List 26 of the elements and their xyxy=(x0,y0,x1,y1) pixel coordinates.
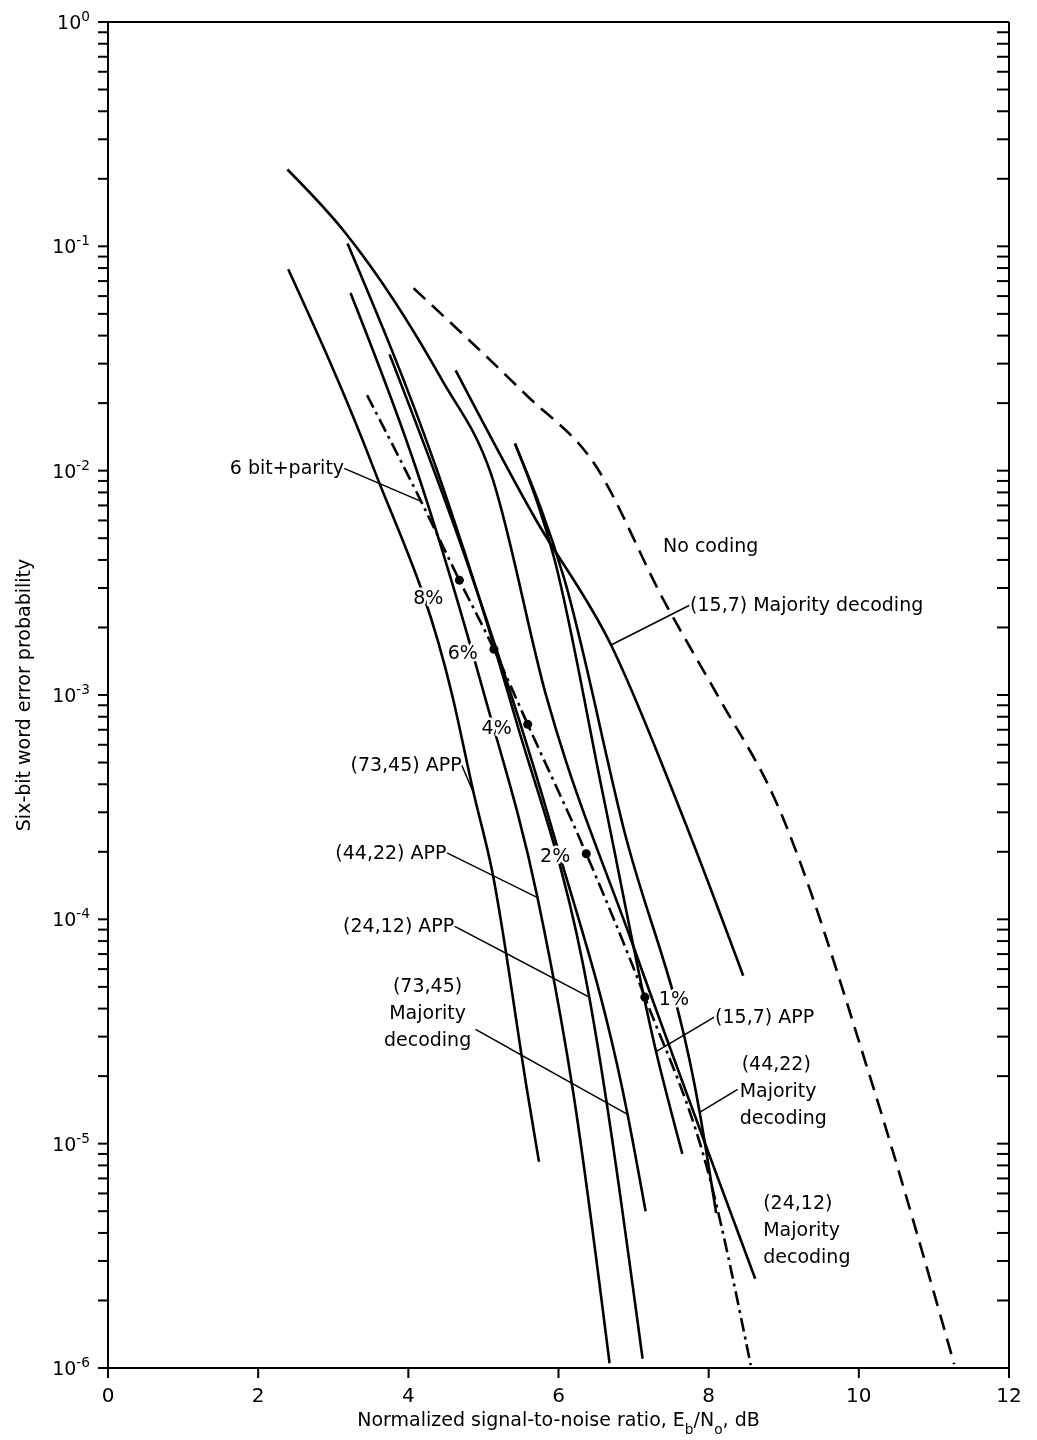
annotation: No coding xyxy=(663,534,759,556)
annotation: (44,22) APP xyxy=(335,840,447,863)
y-tick-label: 10$^{0}$ xyxy=(57,8,90,33)
y-axis-title: Six-bit word error probability xyxy=(12,558,34,832)
x-tick-label: 8 xyxy=(702,1383,716,1407)
y-tick-label: 10$^{-1}$ xyxy=(52,232,90,258)
annotation: (15,7) Majority decoding xyxy=(690,593,924,616)
annotation: (73,45) APP xyxy=(350,752,462,775)
x-tick-label: 0 xyxy=(101,1383,115,1407)
annotation: (24,12) APP xyxy=(343,914,455,937)
y-tick-label: 10$^{-6}$ xyxy=(52,1354,90,1379)
y-tick-label: 10$^{-3}$ xyxy=(52,681,90,706)
annotation: (44,22) Majority decoding xyxy=(739,1052,827,1129)
y-tick-label: 10$^{-4}$ xyxy=(52,905,90,931)
y-tick-label: 10$^{-5}$ xyxy=(52,1129,90,1155)
x-tick-label: 6 xyxy=(552,1383,565,1407)
x-tick-label: 12 xyxy=(996,1383,1022,1407)
x-tick-label: 2 xyxy=(251,1383,265,1407)
annotation: (15,7) APP xyxy=(715,1004,815,1027)
x-axis-title: Normalized signal-to-noise ratio, E$_{b}$/N$_{o}$, dB xyxy=(357,1408,760,1437)
x-tick-label: 10 xyxy=(846,1383,872,1407)
x-tick-label: 4 xyxy=(401,1383,415,1407)
annotation: (73,45) Majority decoding xyxy=(383,974,472,1051)
annotation: 6 bit+parity xyxy=(229,456,345,479)
y-tick-label: 10$^{-2}$ xyxy=(52,456,90,482)
annotation: (24,12) Majority decoding xyxy=(763,1190,851,1267)
